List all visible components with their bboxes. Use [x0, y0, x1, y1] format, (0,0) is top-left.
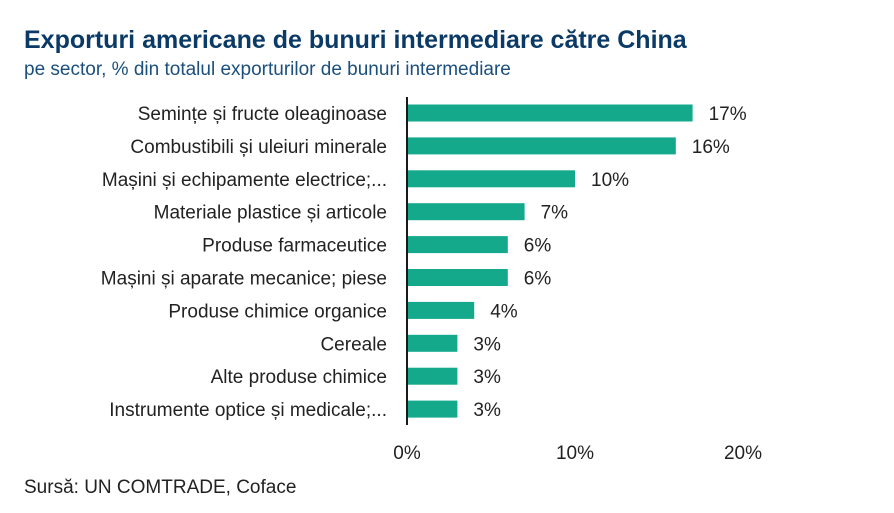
bar	[407, 203, 525, 221]
data-label: 3%	[473, 334, 501, 355]
x-tick-label: 10%	[556, 443, 594, 464]
bar	[407, 170, 575, 188]
data-label: 3%	[473, 367, 501, 388]
data-label: 10%	[591, 170, 629, 191]
x-tick-label: 20%	[724, 443, 762, 464]
data-label: 17%	[709, 104, 747, 125]
bar	[407, 236, 508, 254]
data-label: 3%	[473, 400, 501, 421]
category-label: Mașini și aparate mecanice; piese	[101, 269, 387, 290]
source-note: Sursă: UN COMTRADE, Coface	[24, 477, 297, 498]
chart-subtitle: pe sector, % din totalul exporturilor de…	[24, 59, 511, 80]
data-label: 16%	[692, 137, 730, 158]
bar	[407, 269, 508, 286]
bar	[407, 400, 458, 418]
category-label: Instrumente optice și medicale;...	[109, 400, 387, 421]
data-label: 6%	[524, 236, 552, 257]
data-label: 7%	[541, 203, 569, 224]
category-label: Produse farmaceutice	[202, 236, 387, 257]
category-label: Cereale	[320, 334, 387, 355]
bar	[407, 104, 693, 122]
category-label: Combustibili și uleiuri minerale	[130, 137, 387, 158]
bar	[407, 137, 676, 155]
data-label: 4%	[490, 301, 518, 322]
x-tick-label: 0%	[393, 443, 421, 464]
category-label: Materiale plastice și articole	[154, 203, 387, 224]
bar	[407, 367, 458, 385]
category-label: Mașini și echipamente electrice;...	[102, 170, 387, 191]
category-label: Semințe și fructe oleaginoase	[138, 104, 387, 125]
data-label: 6%	[524, 269, 552, 290]
category-label: Alte produse chimice	[211, 367, 387, 388]
bar	[407, 334, 458, 352]
chart-title: Exporturi americane de bunuri intermedia…	[24, 26, 687, 54]
bar	[407, 301, 475, 319]
category-label: Produse chimice organice	[168, 301, 387, 322]
